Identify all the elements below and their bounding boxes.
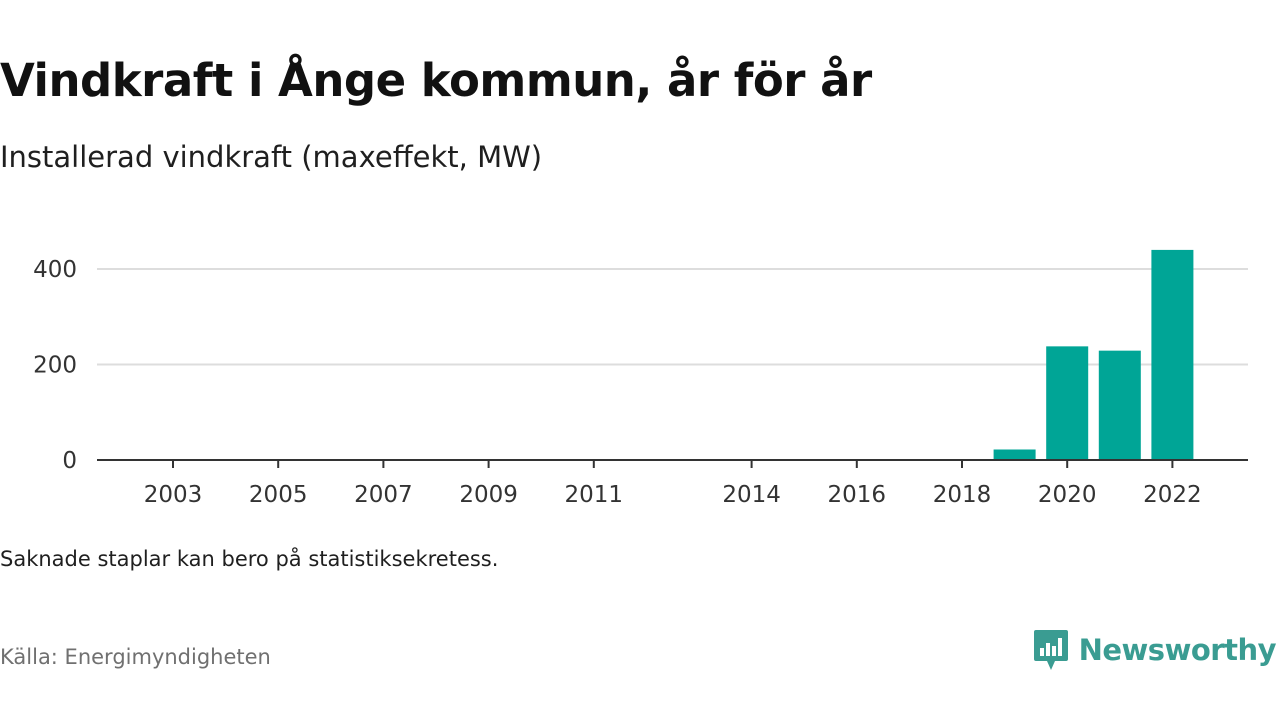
y-axis-ticks: 0 200 400 bbox=[33, 257, 77, 474]
x-axis-ticks: 2003 2005 2007 2009 2011 2014 2016 2018 2020 2022 bbox=[144, 460, 1202, 508]
footnote: Saknade staplar kan bero på statistiksek… bbox=[0, 547, 499, 571]
x-tick-label-2020: 2020 bbox=[1038, 482, 1097, 508]
x-tick-label-2016: 2016 bbox=[828, 482, 887, 508]
x-tick-label-2007: 2007 bbox=[354, 482, 413, 508]
y-tick-label-200: 200 bbox=[33, 353, 77, 379]
brand-name: Newsworthy bbox=[1078, 633, 1277, 667]
x-tick-label-2005: 2005 bbox=[249, 482, 308, 508]
bar-chart-speech-bubble-icon bbox=[1033, 630, 1068, 670]
bar-2021 bbox=[1098, 350, 1141, 460]
bar-2019 bbox=[993, 449, 1036, 460]
y-tick-label-400: 400 bbox=[33, 257, 77, 283]
x-tick-label-2011: 2011 bbox=[565, 482, 624, 508]
chart-subtitle: Installerad vindkraft (maxeffekt, MW) bbox=[0, 140, 543, 174]
bars bbox=[993, 249, 1194, 460]
y-tick-label-0: 0 bbox=[62, 448, 77, 474]
x-tick-label-2018: 2018 bbox=[933, 482, 992, 508]
source-credit: Källa: Energimyndigheten bbox=[0, 645, 271, 669]
x-tick-label-2003: 2003 bbox=[144, 482, 203, 508]
bar-2020 bbox=[1046, 346, 1089, 460]
x-tick-label-2009: 2009 bbox=[459, 482, 518, 508]
bar-chart: 0 200 400 2003 2005 2007 2009 2011 2014 2016 2018… bbox=[33, 249, 1248, 508]
x-tick-label-2014: 2014 bbox=[722, 482, 781, 508]
x-tick-label-2022: 2022 bbox=[1143, 482, 1202, 508]
brand-logo: Newsworthy bbox=[1033, 628, 1277, 672]
bar-2022 bbox=[1151, 249, 1194, 460]
chart-title: Vindkraft i Ånge kommun, år för år bbox=[0, 54, 872, 107]
